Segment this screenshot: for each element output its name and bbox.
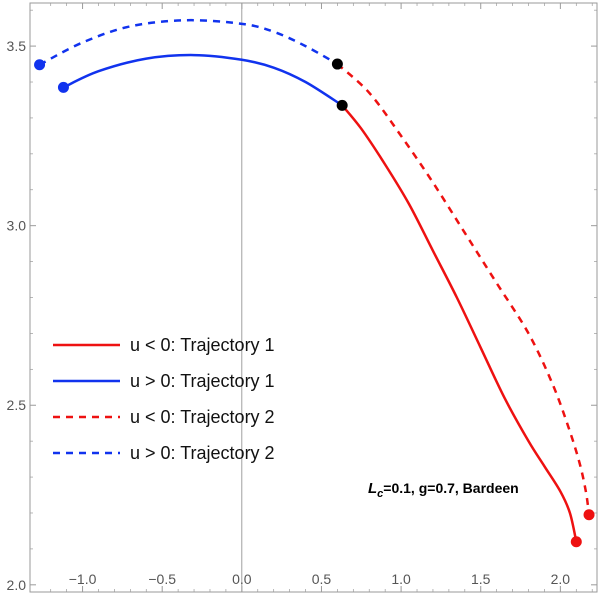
series-line-2 xyxy=(62,53,343,107)
x-tick-label: 0.5 xyxy=(312,571,332,587)
x-tick-label: 2.0 xyxy=(551,571,571,587)
x-tick-label: 0.0 xyxy=(232,571,252,587)
x-tick-label: 1.5 xyxy=(471,571,491,587)
x-tick-label: 1.0 xyxy=(391,571,411,587)
endpoint-marker xyxy=(34,59,46,71)
series-line-4 xyxy=(38,18,339,66)
x-tick-label: −0.5 xyxy=(148,571,176,587)
legend: u < 0: Trajectory 1 u > 0: Trajectory 1 u … xyxy=(53,335,275,463)
y-tick-label: 3.5 xyxy=(7,38,27,54)
annotation-sub: c xyxy=(377,488,383,500)
annotation-rest: =0.1, g=0.7, Bardeen xyxy=(383,480,518,496)
endpoint-marker xyxy=(583,509,595,521)
legend-label-3: u < 0: Trajectory 2 xyxy=(130,407,275,427)
y-tick-label: 3.0 xyxy=(7,218,27,234)
plot-frame xyxy=(29,2,598,593)
endpoint-marker xyxy=(57,81,69,93)
legend-label-1: u < 0: Trajectory 1 xyxy=(130,335,275,355)
endpoint-marker xyxy=(331,58,343,70)
endpoint-markers xyxy=(34,58,595,548)
endpoint-marker xyxy=(336,99,348,111)
annotation-main: L xyxy=(368,480,377,497)
series-lines xyxy=(38,18,591,542)
y-tick-label: 2.5 xyxy=(7,397,27,413)
axes: −1.0 −0.5 0.0 0.5 1.0 1.5 2.0 2.0 2.5 3.0 3.5 xyxy=(7,3,597,593)
parameter-annotation: Lc=0.1, g=0.7, Bardeen xyxy=(368,480,519,500)
series-line-3 xyxy=(336,63,591,515)
endpoint-marker xyxy=(570,536,582,548)
series-line-1 xyxy=(341,104,578,542)
y-tick-label: 2.0 xyxy=(7,577,27,593)
legend-label-2: u > 0: Trajectory 1 xyxy=(130,371,275,391)
legend-label-4: u > 0: Trajectory 2 xyxy=(130,443,275,463)
x-tick-label: −1.0 xyxy=(69,571,97,587)
plot-border xyxy=(29,2,598,593)
